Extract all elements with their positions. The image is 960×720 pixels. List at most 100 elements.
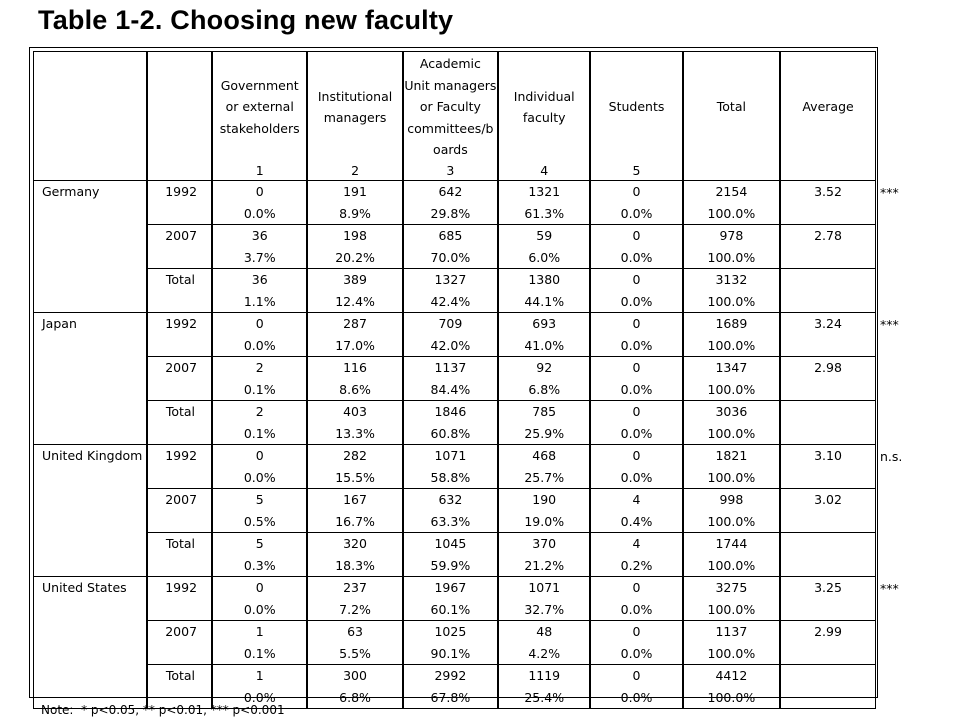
year-cell: 2007: [146, 488, 213, 533]
country-cell: United States: [33, 576, 148, 709]
count-cell: 389: [306, 268, 404, 291]
table-title: Table 1-2. Choosing new faculty: [38, 5, 454, 35]
count-cell: 59: [497, 224, 591, 247]
table-row: 1.1% 12.4% 42.4% 44.1% 0.0% 100.0%: [34, 290, 876, 313]
table-row: Japan 1992 0 287 709 693 0 1689 3.24: [33, 312, 877, 445]
count-cell: 785: [497, 400, 591, 423]
country-cell: Japan: [33, 312, 148, 445]
header-cell: Academic Unit managers or Faculty commit…: [401, 51, 499, 181]
percent-cell: 0.4%: [589, 510, 684, 533]
count-cell: 1025: [401, 620, 499, 643]
percent-cell: 4.2%: [497, 642, 591, 665]
count-cell: 0: [589, 444, 684, 467]
percent-cell: 100.0%: [681, 686, 781, 709]
count-cell: 0: [211, 312, 308, 335]
count-cell: 0: [211, 444, 308, 467]
percent-cell: 59.9%: [401, 554, 499, 577]
header-code: 2: [351, 163, 360, 178]
header-cell: Individual faculty 4: [497, 51, 591, 181]
percent-cell: 70.0%: [401, 246, 499, 269]
table-row: United Kingdom 1992 0 282 1071 468 0 1821 3.10: [33, 444, 877, 577]
count-cell: 1821: [681, 444, 781, 467]
count-cell: 1744: [681, 532, 781, 555]
count-cell: 693: [497, 312, 591, 335]
percent-cell: 5.5%: [306, 642, 404, 665]
count-cell: 1137: [681, 620, 781, 643]
count-cell: 48: [497, 620, 591, 643]
count-cell: 1327: [401, 268, 499, 291]
percent-cell: 42.4%: [401, 290, 499, 313]
significance-marker: ***: [880, 184, 899, 200]
header-code: 3: [446, 163, 455, 178]
percent-cell: 0.0%: [211, 334, 308, 357]
table-row: Total 2 403 1846 785 0 3036: [34, 400, 877, 445]
percent-cell: 42.0%: [401, 334, 499, 357]
average-cell: [779, 532, 877, 577]
count-cell: 282: [306, 444, 404, 467]
count-cell: 0: [589, 664, 684, 687]
average-cell: 3.02: [779, 488, 877, 533]
average-cell: 3.24: [779, 312, 877, 357]
percent-cell: 6.8%: [306, 686, 404, 709]
percent-cell: 18.3%: [306, 554, 404, 577]
average-cell: 2.78: [779, 224, 877, 269]
count-cell: 642: [401, 180, 499, 203]
average-cell: 2.98: [779, 356, 877, 401]
percent-cell: 100.0%: [681, 378, 781, 401]
average-cell: [779, 400, 877, 445]
percent-cell: 8.6%: [306, 378, 404, 401]
count-cell: 198: [306, 224, 404, 247]
country-cell: Germany: [33, 180, 148, 313]
percent-cell: 0.1%: [211, 422, 308, 445]
count-cell: 685: [401, 224, 499, 247]
percent-cell: 3.7%: [211, 246, 308, 269]
count-cell: 116: [306, 356, 404, 379]
count-cell: 1347: [681, 356, 781, 379]
header-cell: Students 5: [589, 51, 684, 181]
percent-cell: 12.4%: [306, 290, 404, 313]
table-note: Note: * p<0.05, ** p<0.01, *** p<0.001: [41, 703, 285, 717]
header-row: Government or external stakeholders 1 Inst…: [33, 51, 877, 181]
count-cell: 0: [589, 312, 684, 335]
year-cell: Total: [146, 664, 213, 709]
count-cell: 1846: [401, 400, 499, 423]
country-cell: United Kingdom: [33, 444, 148, 577]
year-cell: Total: [146, 400, 213, 445]
significance-marker: n.s.: [880, 448, 903, 464]
year-cell: 1992: [146, 576, 213, 621]
percent-cell: 32.7%: [497, 598, 591, 621]
count-cell: 2: [211, 356, 308, 379]
year-cell: 2007: [146, 356, 213, 401]
percent-cell: 0.0%: [589, 422, 684, 445]
year-cell: 1992: [146, 180, 213, 225]
count-cell: 1071: [497, 576, 591, 599]
percent-cell: 44.1%: [497, 290, 591, 313]
header-label: Individual faculty: [513, 88, 575, 126]
count-cell: 5: [211, 532, 308, 555]
count-cell: 1967: [401, 576, 499, 599]
count-cell: 0: [589, 576, 684, 599]
year-cell: Total: [146, 268, 213, 313]
percent-cell: 0.1%: [211, 642, 308, 665]
percent-cell: 100.0%: [681, 642, 781, 665]
count-cell: 0: [211, 180, 308, 203]
count-cell: 36: [211, 268, 308, 291]
table-row: Germany 1992 0 191 642 1321 0 2154 3.52: [33, 180, 877, 313]
count-cell: 3132: [681, 268, 781, 291]
header-label: Government or external stakeholders: [219, 77, 300, 136]
count-cell: 36: [211, 224, 308, 247]
percent-cell: 100.0%: [681, 422, 781, 445]
header-cell: Government or external stakeholders 1: [211, 51, 308, 181]
count-cell: 5: [211, 488, 308, 511]
count-cell: 4412: [681, 664, 781, 687]
percent-cell: 0.0%: [589, 378, 684, 401]
count-cell: 468: [497, 444, 591, 467]
percent-cell: 0.0%: [589, 598, 684, 621]
average-cell: 3.25: [779, 576, 877, 621]
header-year-blank: [146, 51, 213, 181]
count-cell: 2: [211, 400, 308, 423]
header-cell: Total: [681, 51, 781, 181]
table-row: 2007 2 116 1137 92 0 1347 2.98: [34, 356, 877, 401]
count-cell: 63: [306, 620, 404, 643]
count-cell: 191: [306, 180, 404, 203]
